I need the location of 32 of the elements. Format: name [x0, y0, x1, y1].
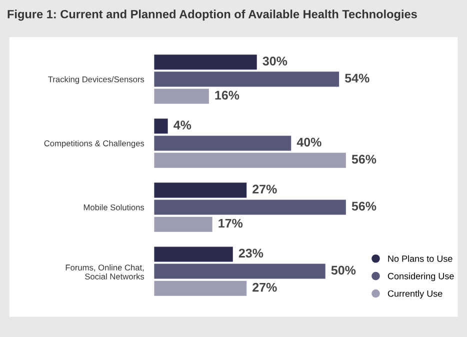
bar [154, 54, 257, 70]
bar [154, 88, 209, 104]
bar [154, 280, 247, 296]
chart-title: Figure 1: Current and Planned Adoption of Available Health Technologies [8, 10, 417, 21]
legend-label: No Plans to Use [388, 255, 452, 262]
data-label: 17% [218, 218, 243, 228]
bar [154, 72, 340, 87]
legend-label: Currently Use [388, 290, 442, 299]
y-tick-label: Competitions & Challenges [44, 140, 144, 148]
bar [154, 264, 326, 279]
data-label: 40% [296, 138, 322, 147]
bar [154, 182, 247, 198]
y-tick-label: Forums, Online Chat, Social Networks [66, 264, 144, 280]
data-label: 30% [262, 56, 288, 66]
data-label: 23% [238, 248, 264, 258]
data-label: 27% [252, 184, 277, 194]
data-label: 4% [174, 120, 192, 130]
data-label: 54% [345, 74, 370, 83]
bar [154, 152, 346, 168]
data-label: 16% [215, 90, 240, 100]
data-label: 56% [352, 154, 376, 164]
data-label: 56% [352, 202, 376, 211]
bar [154, 246, 233, 262]
bar [154, 118, 168, 134]
legend-label: Considering Use [388, 272, 454, 282]
bar [154, 200, 346, 215]
bar [154, 216, 212, 232]
y-tick-label: Mobile Solutions [84, 204, 144, 210]
data-label: 50% [331, 266, 356, 275]
bar [154, 136, 292, 151]
y-tick-label: Tracking Devices/Sensors [48, 76, 144, 84]
data-label: 27% [252, 282, 277, 292]
